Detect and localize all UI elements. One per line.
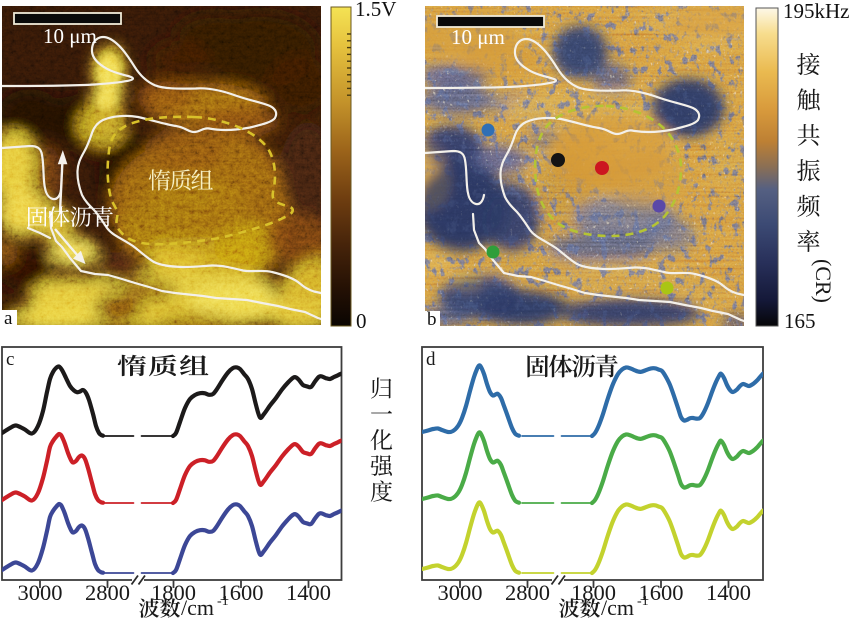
svg-text:1400: 1400 (286, 580, 331, 605)
svg-text:a: a (4, 308, 13, 329)
svg-text:3000: 3000 (18, 580, 63, 605)
svg-text:165: 165 (784, 309, 816, 333)
svg-text:10 μm: 10 μm (451, 25, 505, 49)
svg-text:b: b (427, 309, 437, 330)
svg-text:0: 0 (356, 309, 367, 333)
svg-text:1400: 1400 (706, 580, 751, 605)
svg-text:3000: 3000 (438, 580, 483, 605)
svg-text:/cm: /cm (181, 595, 214, 620)
svg-text:1600: 1600 (219, 580, 264, 605)
svg-text:-1: -1 (637, 594, 649, 609)
svg-text:/cm: /cm (601, 595, 634, 620)
svg-text:10 μm: 10 μm (43, 24, 97, 48)
svg-text:d: d (426, 349, 436, 370)
svg-text:195kHz: 195kHz (783, 0, 850, 23)
svg-text:-1: -1 (217, 594, 229, 609)
svg-text:(CR): (CR) (811, 259, 836, 303)
svg-text:2800: 2800 (85, 580, 130, 605)
svg-text:1.5V: 1.5V (355, 0, 396, 21)
svg-text:c: c (6, 349, 14, 370)
svg-text:2800: 2800 (505, 580, 550, 605)
svg-text:1600: 1600 (639, 580, 684, 605)
